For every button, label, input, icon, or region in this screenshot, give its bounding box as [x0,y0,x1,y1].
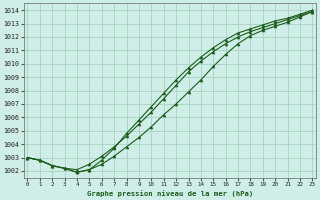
X-axis label: Graphe pression niveau de la mer (hPa): Graphe pression niveau de la mer (hPa) [87,190,253,197]
